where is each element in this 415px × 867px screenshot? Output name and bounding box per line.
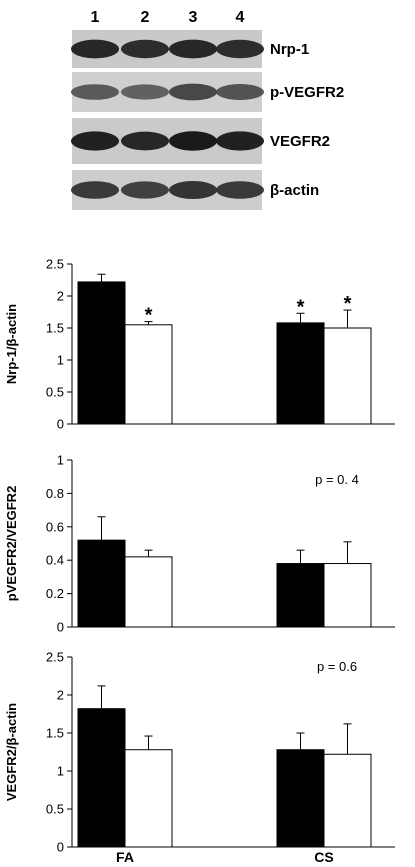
blot-band (71, 84, 119, 100)
bar (276, 322, 325, 425)
p-value-annotation: p = 0.6 (317, 659, 357, 674)
blot-band (216, 181, 264, 199)
y-tick-label: 0.4 (46, 553, 64, 568)
blot-band (121, 84, 169, 100)
blot-panel: VEGFR2 (71, 118, 330, 164)
p-value-annotation: p = 0. 4 (315, 472, 359, 487)
y-tick-label: 1.5 (46, 321, 64, 336)
lane-number: 3 (189, 9, 198, 26)
y-tick-label: 1 (57, 353, 64, 368)
blot-panel: p-VEGFR2 (71, 72, 344, 112)
significance-star: * (297, 296, 305, 318)
blot-band (71, 39, 119, 59)
blot-band (121, 39, 169, 59)
bar-chart: 0 0.5 1 1.5 2 2.5 Nrp-1/β-actin * * * (4, 257, 395, 432)
blot-band (169, 83, 217, 101)
y-tick-label: 0 (57, 620, 64, 635)
bar (124, 556, 173, 628)
bar (276, 563, 325, 628)
blot-band (169, 39, 217, 59)
bar (124, 324, 173, 425)
bar-charts: 0 0.5 1 1.5 2 2.5 Nrp-1/β-actin * * * 0 0.2 0.4 0.6 0.… (4, 257, 395, 855)
y-tick-label: 2 (57, 289, 64, 304)
y-tick-label: 2.5 (46, 650, 64, 665)
x-category-label: CS (314, 849, 333, 865)
y-tick-label: 0 (57, 417, 64, 432)
blot-band (71, 181, 119, 199)
y-tick-label: 0.6 (46, 519, 64, 534)
bar-chart: 0 0.5 1 1.5 2 2.5 VEGFR2/β-actin p = 0.6 (4, 650, 395, 855)
y-axis-label: VEGFR2/β-actin (4, 703, 19, 801)
bar (323, 563, 372, 628)
y-tick-label: 2.5 (46, 257, 64, 272)
lane-number: 4 (236, 9, 245, 26)
bar (124, 749, 173, 848)
blot-band (216, 39, 264, 59)
y-tick-label: 2 (57, 688, 64, 703)
blot-panel: Nrp-1 (71, 30, 309, 68)
blot-band (169, 181, 217, 199)
blot-band (121, 181, 169, 199)
significance-star: * (344, 293, 352, 315)
bar (77, 708, 126, 848)
blot-protein-label: Nrp-1 (270, 41, 309, 58)
blot-panel: β-actin (71, 170, 319, 210)
bar (77, 281, 126, 425)
lane-number: 1 (91, 9, 100, 26)
y-tick-label: 0.5 (46, 802, 64, 817)
blot-band (71, 131, 119, 151)
y-tick-label: 0.2 (46, 586, 64, 601)
blot-protein-label: VEGFR2 (270, 133, 330, 150)
bar (323, 753, 372, 848)
bar (77, 539, 126, 628)
x-category-labels: FA CS (116, 849, 334, 865)
x-category-label: FA (116, 849, 134, 865)
y-axis-label: Nrp-1/β-actin (4, 304, 19, 384)
blot-band (169, 131, 217, 151)
blot-band (121, 131, 169, 151)
bar (276, 749, 325, 848)
y-tick-label: 0.5 (46, 385, 64, 400)
western-blot: 1 2 3 4 Nrp-1 p-VEGFR2 VEGFR2 β-actin (71, 9, 344, 210)
y-tick-label: 0.8 (46, 486, 64, 501)
blot-protein-label: p-VEGFR2 (270, 84, 344, 101)
blot-protein-label: β-actin (270, 182, 319, 199)
lane-number: 2 (141, 9, 150, 26)
blot-band (216, 84, 264, 100)
blot-band (216, 131, 264, 151)
bar-chart: 0 0.2 0.4 0.6 0.8 1 pVEGFR2/VEGFR2 p = 0. 4 (4, 453, 395, 635)
bar (323, 327, 372, 425)
significance-star: * (145, 305, 153, 327)
y-axis-label: pVEGFR2/VEGFR2 (4, 486, 19, 602)
y-tick-label: 1 (57, 453, 64, 468)
y-tick-label: 1.5 (46, 726, 64, 741)
y-tick-label: 0 (57, 840, 64, 855)
y-tick-label: 1 (57, 764, 64, 779)
